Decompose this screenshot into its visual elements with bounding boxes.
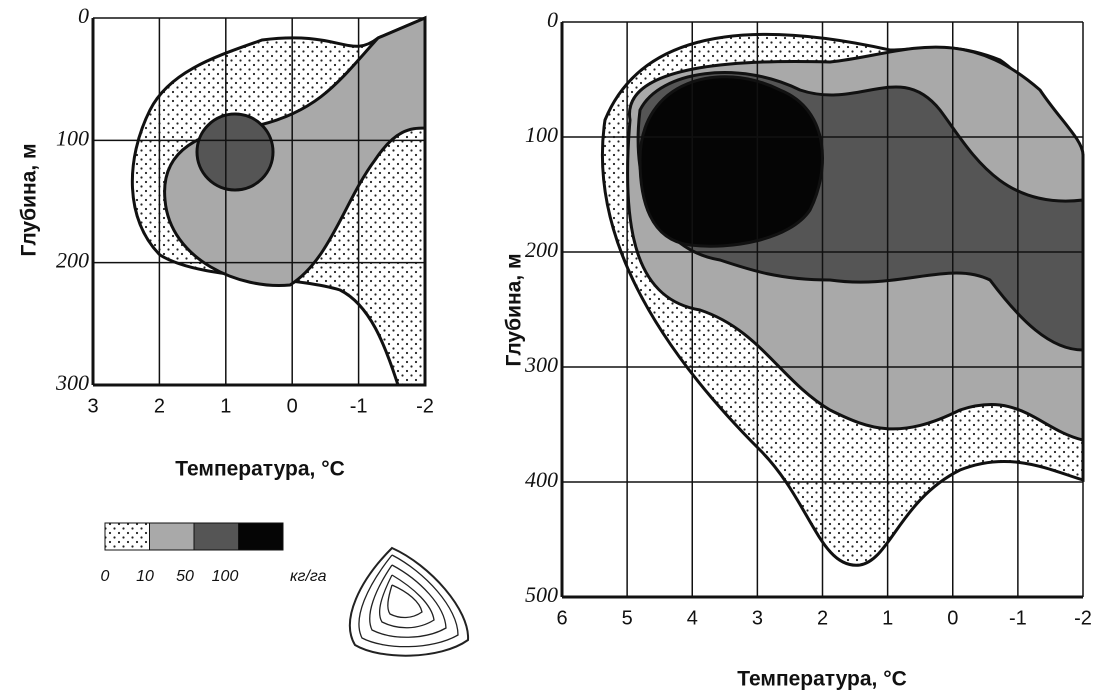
x-tick-label: 1: [220, 395, 231, 417]
legend-swatch: [193, 522, 239, 551]
x-tick-label: 0: [947, 607, 958, 629]
legend-swatch: [149, 522, 195, 551]
y-axis-label: Глубина, м: [18, 143, 41, 256]
y-tick-label: 300: [55, 370, 89, 395]
legend-label: 0: [101, 568, 110, 585]
y-tick-label: 200: [525, 237, 558, 262]
shell: [349, 546, 470, 657]
x-axis-label: Температура, °C: [737, 668, 907, 691]
y-axis-label: Глубина, м: [503, 253, 526, 366]
x-tick-label: 3: [752, 607, 763, 629]
x-tick-label: 2: [154, 395, 165, 417]
y-tick-label: 300: [524, 352, 558, 377]
x-axis-label: Температура, °C: [175, 458, 345, 481]
legend-unit: кг/га: [290, 568, 327, 585]
legend-label: 100: [212, 568, 239, 585]
left-contours: [130, 15, 427, 387]
y-tick-label: 200: [56, 248, 89, 273]
y-tick-label: 400: [525, 467, 558, 492]
x-tick-label: 0: [287, 395, 298, 417]
y-tick-label: 100: [56, 125, 89, 150]
x-tick-label: -1: [350, 395, 368, 417]
legend-label: 50: [176, 568, 194, 585]
y-tick-label: 0: [78, 3, 89, 28]
y-tick-label: 0: [547, 7, 558, 32]
x-tick-label: -1: [1009, 607, 1027, 629]
region-10: [163, 15, 427, 288]
legend-swatch: [238, 522, 284, 551]
x-tick-label: 3: [87, 395, 98, 417]
region-50: [195, 112, 275, 192]
x-tick-label: -2: [416, 395, 434, 417]
x-tick-label: 5: [622, 607, 633, 629]
region-100: [638, 75, 824, 248]
x-tick-label: 1: [882, 607, 893, 629]
x-tick-label: 2: [817, 607, 828, 629]
legend-label: 10: [136, 568, 154, 585]
y-tick-label: 100: [525, 122, 558, 147]
y-tick-label: 500: [525, 582, 558, 607]
x-tick-label: -2: [1074, 607, 1092, 629]
x-tick-label: 4: [687, 607, 698, 629]
right-contours: [600, 32, 1085, 567]
legend-swatch: [104, 522, 150, 551]
x-tick-label: 6: [556, 607, 567, 629]
